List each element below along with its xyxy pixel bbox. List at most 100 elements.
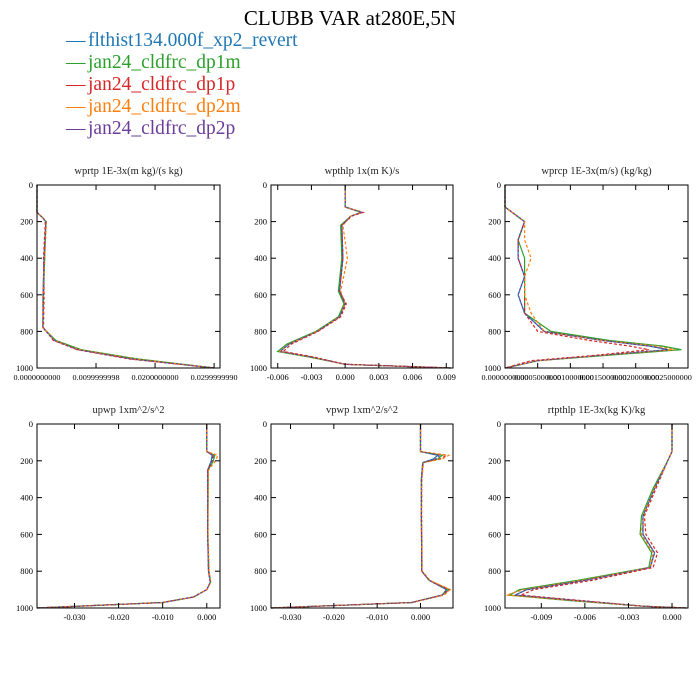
- y-tick-label: 0: [29, 419, 33, 429]
- series-line: [36, 185, 215, 369]
- series-line: [520, 424, 687, 609]
- y-tick-label: 1000: [250, 363, 267, 373]
- x-tick-label: 0.0000000000: [482, 373, 529, 382]
- y-tick-label: 600: [488, 290, 501, 300]
- series-line: [504, 185, 649, 369]
- series-line: [36, 185, 215, 369]
- y-tick-label: 200: [20, 456, 33, 466]
- legend-item: — jan24_cldfrc_dp2p: [66, 118, 298, 140]
- x-tick-label: 0.0000000000: [14, 373, 61, 382]
- series-line: [504, 185, 676, 369]
- x-tick-label: -0.006: [574, 612, 596, 622]
- y-tick-label: 600: [488, 529, 501, 539]
- x-tick-label: -0.003: [300, 372, 322, 382]
- x-tick-label: -0.010: [152, 612, 174, 622]
- y-tick-label: 800: [20, 326, 33, 336]
- y-tick-label: 0: [29, 180, 33, 190]
- series-line: [507, 424, 687, 609]
- x-tick-label: 0.000: [662, 612, 681, 622]
- plot-frame: [36, 184, 221, 369]
- y-tick-label: 600: [254, 290, 267, 300]
- panel: rtpthlp 1E-3x(kg K)/kg 0 200 400 600 800 1000 -…: [484, 405, 689, 622]
- x-tick-label: 0.006: [403, 372, 422, 382]
- x-tick-label: 0.000: [411, 612, 430, 622]
- panel: wprtp 1E-3x(m kg)/(s kg) 0 200 400 600 800 100…: [14, 166, 238, 382]
- series-line: [278, 185, 451, 369]
- y-tick-label: 400: [488, 493, 501, 503]
- y-tick-label: 400: [20, 253, 33, 263]
- legend-item: — jan24_cldfrc_dp2m: [66, 96, 298, 118]
- legend-label: jan24_cldfrc_dp1m: [88, 52, 241, 73]
- series-line: [278, 185, 451, 369]
- series-line: [504, 185, 682, 369]
- legend-item: — flthist134.000f_xp2_revert: [66, 30, 298, 52]
- legend-label: jan24_cldfrc_dp2p: [88, 118, 236, 139]
- y-tick-label: 0: [263, 419, 267, 429]
- plot-frame: [270, 184, 454, 369]
- series-line: [36, 185, 215, 369]
- series-line: [36, 424, 215, 609]
- x-tick-label: -0.003: [617, 612, 639, 622]
- x-tick-label: -0.010: [366, 612, 388, 622]
- series-line: [512, 424, 687, 609]
- y-tick-label: 800: [20, 566, 33, 576]
- panel-title: vpwp 1xm^2/s^2: [326, 405, 398, 416]
- panel-title: wprcp 1E-3x(m/s) (kg/kg): [541, 166, 652, 177]
- legend: — flthist134.000f_xp2_revert — jan24_cldfr…: [66, 30, 298, 140]
- y-tick-label: 800: [254, 326, 267, 336]
- x-tick-label: 0.0005000000: [514, 373, 561, 382]
- y-tick-label: 0: [497, 419, 501, 429]
- series-line: [36, 185, 215, 369]
- y-tick-label: 1000: [16, 603, 33, 613]
- x-tick-label: 0.0025000000: [645, 373, 692, 382]
- y-tick-label: 0: [263, 180, 267, 190]
- y-tick-label: 600: [20, 290, 33, 300]
- series-line: [282, 185, 451, 369]
- series-line: [278, 185, 451, 369]
- x-tick-label: -0.030: [63, 612, 85, 622]
- y-tick-label: 200: [254, 456, 267, 466]
- y-tick-label: 600: [254, 529, 267, 539]
- y-tick-label: 600: [20, 529, 33, 539]
- series-line: [270, 424, 448, 609]
- chart-title: CLUBB VAR at280E,5N: [243, 6, 457, 30]
- x-tick-label: -0.020: [323, 612, 345, 622]
- series-line: [506, 424, 687, 609]
- series-line: [36, 424, 219, 609]
- y-tick-label: 400: [254, 493, 267, 503]
- series-line: [36, 424, 213, 609]
- x-tick-label: 0.000: [336, 372, 355, 382]
- y-tick-label: 1000: [484, 603, 501, 613]
- plot-frame: [504, 184, 689, 369]
- y-tick-label: 1000: [484, 363, 501, 373]
- panel: vpwp 1xm^2/s^2 0 200 400 600 800 1000 -0.030 -0.…: [250, 405, 454, 622]
- series-line: [504, 185, 669, 369]
- x-tick-label: 0.003: [369, 372, 388, 382]
- legend-label: flthist134.000f_xp2_revert: [88, 30, 298, 51]
- panel-title: rtpthlp 1E-3x(kg K)/kg: [548, 405, 646, 416]
- x-tick-label: 0.0010000000: [547, 373, 594, 382]
- series-line: [270, 424, 452, 609]
- x-tick-label: -0.006: [267, 372, 289, 382]
- y-tick-label: 800: [488, 566, 501, 576]
- y-tick-label: 200: [488, 217, 501, 227]
- x-tick-label: 0.0099999998: [73, 373, 120, 382]
- plot-frame: [270, 423, 454, 609]
- panel: wprcp 1E-3x(m/s) (kg/kg) 0 200 400 600 800 100…: [482, 166, 693, 382]
- y-tick-label: 200: [20, 217, 33, 227]
- y-tick-label: 400: [254, 253, 267, 263]
- x-tick-label: 0.0015000000: [580, 373, 627, 382]
- y-tick-label: 1000: [16, 363, 33, 373]
- series-line: [512, 424, 687, 609]
- panel-title: wprtp 1E-3x(m kg)/(s kg): [74, 166, 183, 177]
- x-tick-label: 0.0299999990: [191, 373, 238, 382]
- x-tick-label: -0.009: [530, 612, 552, 622]
- panel: upwp 1xm^2/s^2 0 200 400 600 800 1000 -0.030 -0.…: [16, 405, 221, 622]
- y-tick-label: 800: [254, 566, 267, 576]
- panel: wpthlp 1x(m K)/s 0 200 400 600 800 1000-0.006 -…: [250, 166, 456, 382]
- x-tick-label: 0.009: [437, 372, 456, 382]
- x-tick-label: 0.000: [197, 612, 216, 622]
- series-line: [36, 424, 216, 609]
- y-tick-label: 1000: [250, 603, 267, 613]
